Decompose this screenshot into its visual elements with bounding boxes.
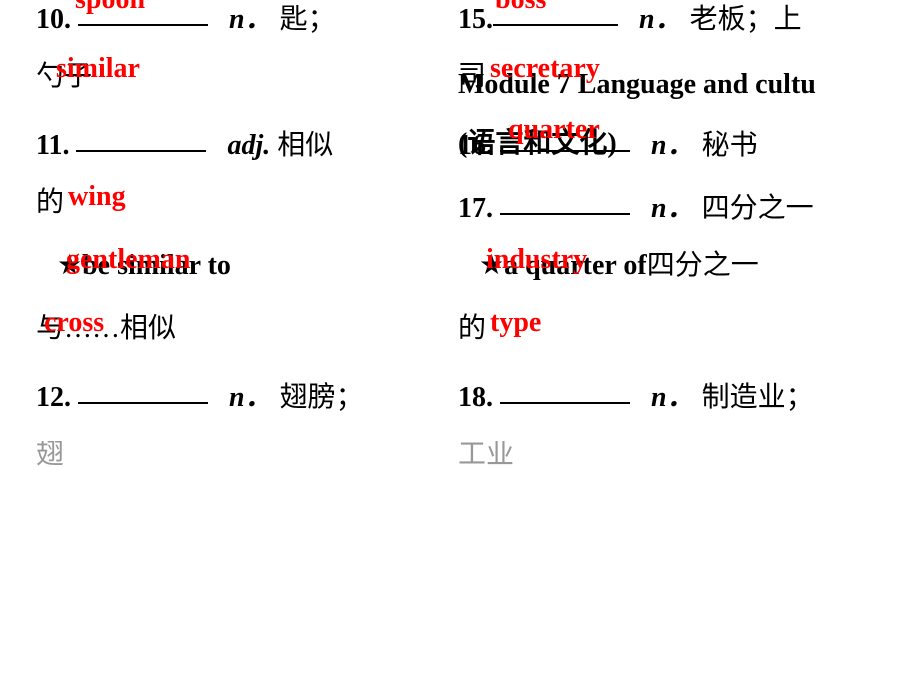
left-column: spoon 10. n． 匙； similar 勺子 11. adj. 相似 w… bbox=[36, 0, 436, 471]
cn-15b: 司 bbox=[458, 61, 486, 92]
item-11-star-cont: cross 与……相似 bbox=[36, 315, 436, 378]
item-10-cont: similar 勺子 bbox=[36, 63, 436, 126]
pos-10: n． bbox=[229, 4, 273, 35]
answer-17a: quarter bbox=[508, 116, 600, 144]
num-16: 16. bbox=[458, 130, 493, 161]
answer-14a: cross bbox=[44, 309, 104, 337]
pos-16: n． bbox=[651, 130, 695, 161]
cn-12b: 翅 bbox=[36, 441, 64, 470]
cn-17b: 四分之一 bbox=[647, 250, 759, 281]
item-11-star: gentleman ★be similar to bbox=[36, 252, 436, 315]
item-12-cont: 翅 bbox=[36, 441, 436, 471]
cn-18: 制造业； bbox=[702, 382, 814, 413]
item-17-star-cont: type 的 bbox=[458, 315, 918, 378]
page-root: Module 7 Language and cultu (语言和文化) spoo… bbox=[0, 0, 920, 690]
num-15: 15. bbox=[458, 4, 493, 35]
answer-10: spoon bbox=[75, 0, 145, 14]
cn-10: 匙； bbox=[280, 4, 336, 35]
item-18-cont: 工业 bbox=[458, 441, 918, 471]
item-11: 11. adj. 相似 bbox=[36, 126, 436, 189]
blank-17 bbox=[500, 187, 630, 215]
cn-11: 相似 bbox=[277, 130, 333, 161]
num-12: 12. bbox=[36, 382, 71, 413]
item-18: 18. n． 制造业； bbox=[458, 378, 918, 441]
item-12: 12. n． 翅膀； bbox=[36, 378, 436, 441]
item-16: quarter 16. n． 秘书 bbox=[458, 126, 918, 189]
pos-17: n． bbox=[651, 193, 695, 224]
answer-18a: industry bbox=[486, 246, 587, 274]
answer-19a: type bbox=[490, 309, 541, 337]
right-column: boss 15. n． 老板；上 secretary 司 quarter 16.… bbox=[458, 0, 918, 471]
cn-15: 老板；上 bbox=[690, 4, 802, 35]
blank-12 bbox=[78, 376, 208, 404]
num-10: 10. bbox=[36, 4, 71, 35]
answer-16a: secretary bbox=[490, 55, 600, 83]
blank-11 bbox=[76, 124, 206, 152]
num-11: 11. bbox=[36, 130, 69, 161]
num-17: 17. bbox=[458, 193, 493, 224]
answer-15: boss bbox=[495, 0, 546, 14]
pos-12: n． bbox=[229, 382, 273, 413]
item-11-cont: wing 的 bbox=[36, 189, 436, 252]
cn-18b: 工业 bbox=[458, 441, 514, 470]
cn-16: 秘书 bbox=[702, 130, 758, 161]
item-17-star: industry ★a quarter of四分之一 bbox=[458, 252, 918, 315]
pos-18: n． bbox=[651, 382, 695, 413]
answer-11a: similar bbox=[56, 55, 140, 83]
cn-17c: 的 bbox=[458, 313, 486, 344]
item-17: 17. n． 四分之一 bbox=[458, 189, 918, 252]
cn-11b: 的 bbox=[36, 187, 64, 218]
cn-12: 翅膀； bbox=[280, 382, 364, 413]
num-18: 18. bbox=[458, 382, 493, 413]
pos-15: n． bbox=[639, 4, 683, 35]
answer-12a: wing bbox=[68, 183, 126, 211]
blank-18 bbox=[500, 376, 630, 404]
answer-13a: gentleman bbox=[66, 246, 190, 274]
pos-11: adj. bbox=[227, 130, 270, 161]
cn-17: 四分之一 bbox=[702, 193, 814, 224]
